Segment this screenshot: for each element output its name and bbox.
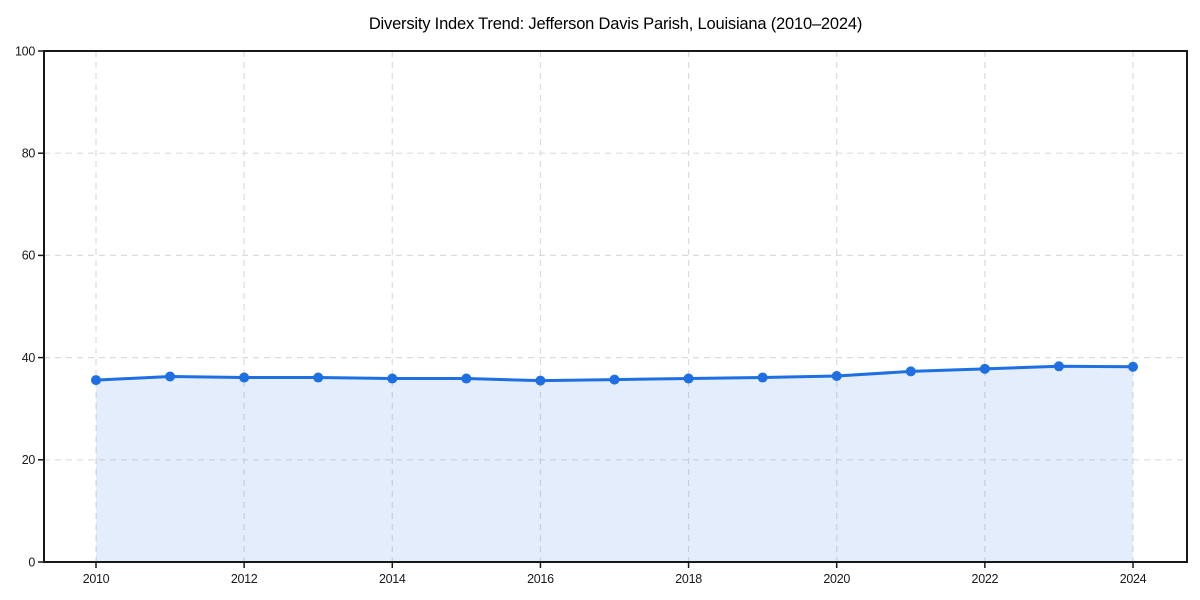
data-point-marker-2024 — [1128, 361, 1138, 372]
y-axis: 0 20 40 60 80 100 — [15, 44, 44, 569]
area-fill — [96, 366, 1133, 562]
y-tick-label: 100 — [15, 44, 35, 58]
x-tick-label: 2020 — [823, 572, 850, 586]
x-tick-label: 2014 — [379, 572, 406, 586]
data-point-marker-2021 — [905, 366, 916, 377]
x-tick-label: 2016 — [527, 572, 554, 586]
x-tick-label: 2010 — [83, 572, 110, 586]
data-point-marker-2012 — [239, 372, 250, 383]
plot-border — [43, 50, 1188, 563]
data-point-markers — [91, 361, 1138, 386]
data-point-marker-2015 — [461, 373, 472, 384]
data-point-marker-2014 — [387, 373, 398, 384]
data-point-marker-2023 — [1053, 361, 1064, 372]
y-tick-label: 60 — [22, 249, 36, 263]
data-point-marker-2020 — [831, 370, 842, 381]
y-tick-label: 80 — [22, 147, 36, 161]
data-point-marker-2022 — [979, 363, 990, 374]
x-tick-label: 2024 — [1120, 572, 1147, 586]
x-axis: 2010 2012 2014 2016 2018 2020 2022 2024 — [83, 562, 1147, 586]
y-tick-label: 40 — [22, 351, 36, 365]
y-tick-label: 0 — [28, 555, 35, 569]
data-point-marker-2016 — [535, 375, 546, 386]
gridlines — [44, 51, 1187, 562]
data-point-marker-2017 — [609, 374, 620, 385]
x-tick-label: 2018 — [675, 572, 702, 586]
chart-title: Diversity Index Trend: Jefferson Davis P… — [368, 15, 863, 33]
data-point-marker-2013 — [313, 372, 324, 383]
data-point-marker-2018 — [683, 373, 694, 384]
y-tick-label: 20 — [22, 453, 36, 467]
x-tick-label: 2012 — [231, 572, 258, 586]
x-tick-label: 2022 — [972, 572, 999, 586]
data-point-marker-2011 — [165, 371, 176, 382]
data-point-marker-2010 — [91, 375, 101, 386]
data-point-marker-2019 — [757, 372, 768, 383]
